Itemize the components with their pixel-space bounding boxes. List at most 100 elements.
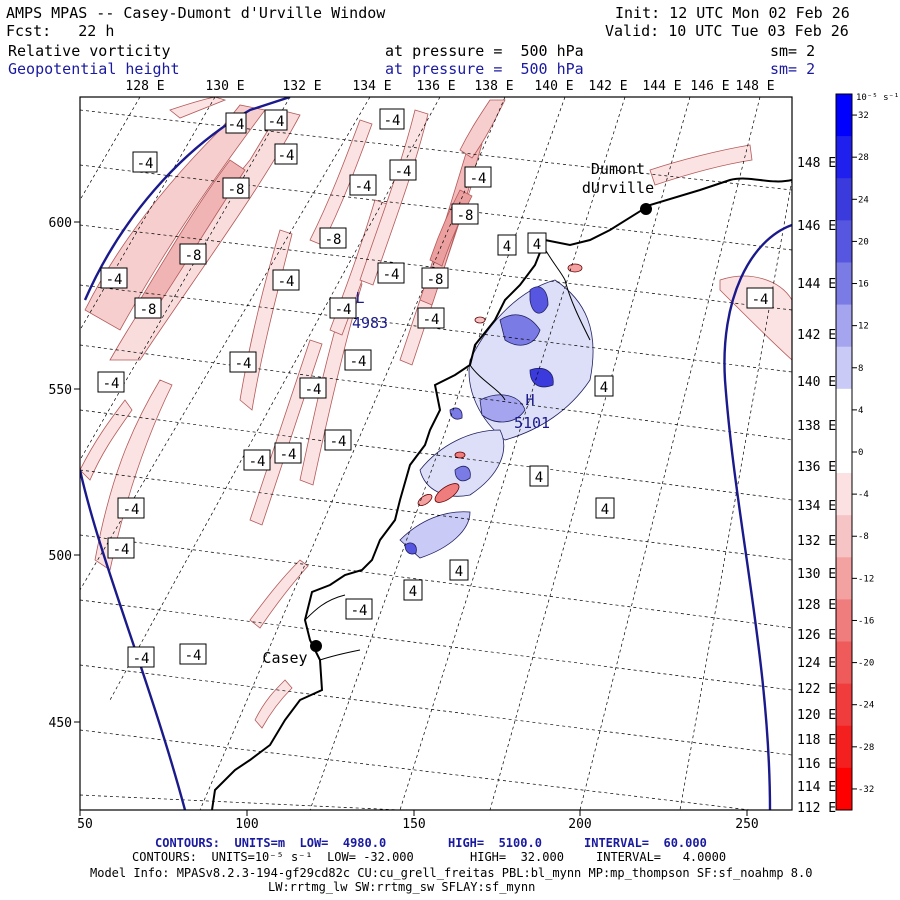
lon-label: 148 E	[735, 79, 774, 94]
colorbar-label: 8	[858, 364, 863, 374]
pressure-label-1: at pressure = 500 hPa	[385, 42, 584, 60]
lon-label: 144 E	[642, 79, 681, 94]
high-marker: H	[525, 391, 534, 409]
label-m4: -4	[355, 179, 372, 195]
negative-vorticity-shading	[80, 97, 792, 729]
lon-label: 118 E	[797, 733, 836, 748]
contour-label-layer: -4 -4 -4 -4 -4 -4 -4 -4 -8 -8 -8 -8 -4 -…	[97, 108, 774, 668]
lon-label: 122 E	[797, 682, 836, 697]
label-m4: -4	[249, 454, 266, 470]
colorbar-swatch	[836, 94, 852, 137]
x-tick-label: 150	[402, 817, 425, 832]
label-m4: -4	[330, 434, 347, 450]
colorbar-label: 0	[858, 448, 863, 458]
lon-label: 128 E	[797, 598, 836, 613]
lon-label: 128 E	[125, 79, 164, 94]
lon-label: 132 E	[797, 534, 836, 549]
lon-label: 146 E	[690, 79, 729, 94]
lon-label: 142 E	[588, 79, 627, 94]
station-dumont: Dumont dUrville	[582, 160, 654, 215]
y-tick-label: 600	[49, 216, 72, 231]
station-dot	[640, 203, 652, 215]
colorbar-label: -4	[858, 490, 869, 500]
init-time: Init: 12 UTC Mon 02 Feb 26	[615, 4, 850, 22]
label-m4: -4	[228, 117, 245, 133]
y-tick-label: 550	[49, 383, 72, 398]
label-m8: -8	[457, 208, 474, 224]
colorbar-swatch	[836, 220, 852, 263]
label-p4: 4	[601, 502, 609, 518]
lon-label: 124 E	[797, 656, 836, 671]
lon-label: 136 E	[416, 79, 455, 94]
lon-label: 120 E	[797, 708, 836, 723]
forecast-hour: Fcst: 22 h	[6, 22, 115, 40]
field-vorticity-label: Relative vorticity	[8, 42, 171, 60]
label-m4: -4	[305, 382, 322, 398]
lon-label: 138 E	[797, 419, 836, 434]
station-label-dumont-1: Dumont	[591, 160, 645, 178]
colorbar-swatch	[836, 599, 852, 643]
lon-label: 112 E	[797, 801, 836, 816]
colorbar-labels: 32 28 24 20 16 12 8 4 0 -4 -8 -12 -16 -20 -24 -28 -32	[852, 111, 874, 795]
positive-vorticity-shading	[399, 279, 594, 559]
colorbar-label: 20	[858, 237, 869, 247]
label-p4: 4	[503, 239, 511, 255]
colorbar-swatch	[836, 346, 852, 390]
pressure-label-2: at pressure = 500 hPa	[385, 60, 584, 78]
smoothing-label-1: sm= 2	[770, 42, 816, 60]
map-frame	[79, 96, 793, 811]
lon-label: 134 E	[797, 499, 836, 514]
colorbar-swatch	[836, 136, 852, 179]
colorbar-label: -28	[858, 743, 874, 753]
label-m4: -4	[133, 651, 150, 667]
station-dot	[310, 640, 322, 652]
station-casey: Casey	[262, 640, 322, 667]
label-m4: -4	[423, 312, 440, 328]
label-p4: 4	[600, 380, 608, 396]
label-m4: -4	[350, 354, 367, 370]
label-m4: -4	[137, 156, 154, 172]
lon-label: 116 E	[797, 757, 836, 772]
lon-label: 126 E	[797, 628, 836, 643]
lon-label: 144 E	[797, 277, 836, 292]
footer-vorticity-high: HIGH= 32.000	[470, 850, 564, 864]
label-m4: -4	[113, 542, 130, 558]
colorbar-swatch	[836, 557, 852, 600]
y-tick-label: 450	[49, 716, 72, 731]
label-m8: -8	[228, 182, 245, 198]
label-m4: -4	[383, 267, 400, 283]
lon-label: 130 E	[797, 567, 836, 582]
map-plot-area: -4 -4 -4 -4 -4 -4 -4 -4 -8 -8 -8 -8 -4 -…	[80, 97, 792, 810]
lon-label: 140 E	[534, 79, 573, 94]
colorbar-label: -20	[858, 659, 874, 669]
colorbar-swatch	[836, 767, 852, 811]
colorbar-label: 4	[858, 406, 863, 416]
valid-time: Valid: 10 UTC Tue 03 Feb 26	[605, 22, 849, 40]
label-m4: -4	[123, 502, 140, 518]
label-m4: -4	[395, 164, 412, 180]
footer-height-units: CONTOURS: UNITS=m LOW= 4980.0	[155, 836, 387, 850]
label-m4: -4	[752, 292, 769, 308]
colorbar-label: -24	[858, 701, 874, 711]
label-p4: 4	[455, 564, 463, 580]
label-m4: -4	[278, 274, 295, 290]
label-m8: -8	[427, 272, 444, 288]
colorbar-swatch	[836, 178, 852, 221]
label-m4: -4	[335, 302, 352, 318]
footer-height-high: HIGH= 5100.0	[448, 836, 542, 850]
label-m4: -4	[185, 648, 202, 664]
footer-vorticity-interval: INTERVAL= 4.0000	[596, 850, 727, 864]
footer-height-interval: INTERVAL= 60.000	[584, 836, 707, 850]
colorbar-units: 10⁻⁵ s⁻¹	[856, 93, 899, 103]
colorbar-label: 28	[858, 153, 869, 163]
colorbar-swatches	[836, 94, 852, 811]
lon-label: 142 E	[797, 328, 836, 343]
colorbar-label: 12	[858, 322, 869, 332]
lon-label: 146 E	[797, 219, 836, 234]
contour-labels-negative: -4 -4 -4 -4 -4 -4 -4 -4 -8 -8 -8 -8 -4 -…	[97, 108, 774, 668]
colorbar-swatch	[836, 473, 852, 516]
colorbar-swatch	[836, 430, 852, 474]
label-m4: -4	[470, 171, 487, 187]
colorbar-swatch	[836, 262, 852, 306]
